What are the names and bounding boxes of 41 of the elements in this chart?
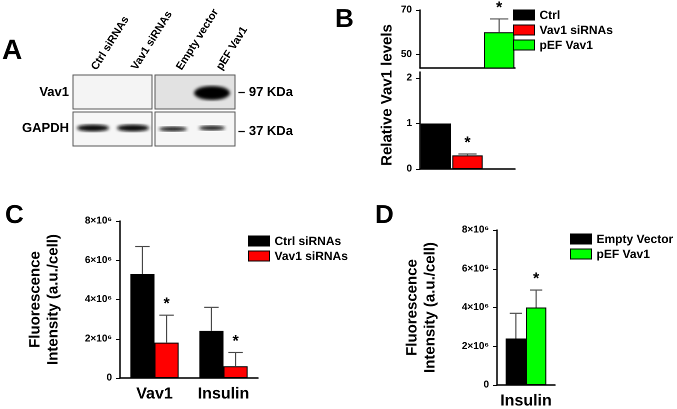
y-tick-label: 0 [483,380,490,390]
chart-title: C [5,199,24,229]
x-tick-label: Vav1 [136,386,173,402]
y-tick-label: 0 [406,164,412,174]
legend-label: Vav1 siRNAs [274,249,348,263]
y-axis-title: Fluorescence Intensity (a.u./cell) [26,234,62,365]
data-label: * [496,0,504,16]
y-tick-label: 4×10⁶ [84,294,112,305]
y-tick-label: 2×10⁶ [462,340,489,352]
y-tick-label: 8×10⁶ [462,224,489,236]
y-tick-label: 50 [400,49,412,60]
legend-label: pEF Vav1 [540,38,594,52]
text: – 97 KDa [238,84,293,99]
text: Vav1 [39,84,69,99]
y-axis-title: Fluorescence Intensity (a.u./cell) [404,242,438,373]
y-tick-label: 8×10⁶ [84,216,112,226]
data-label: * [464,134,472,152]
text: GAPDH [22,120,69,135]
y-tick-label: 6×10⁶ [462,263,489,274]
legend-label: Vav1 siRNAs [540,23,614,37]
legend-label: Empty Vector [596,232,674,246]
data-label: * [533,270,540,288]
x-tick-label: Insulin [500,392,552,409]
y-tick-label: 2 [406,72,412,84]
y-axis-title: Relative Vav1 levels [378,24,396,166]
y-tick-label: 70 [400,4,412,16]
y-tick-label: 1 [406,118,412,129]
text: – 37 KDa [238,123,293,138]
y-tick-label: 4×10⁶ [462,302,489,313]
legend-label: pEF Vav1 [596,247,650,261]
chart-title: D [375,199,394,229]
y-tick-label: 0 [106,372,112,384]
data-label: * [232,332,240,350]
legend-label: Ctrl [540,8,560,22]
legend-label: Ctrl siRNAs [274,234,342,248]
y-tick-label: 6×10⁶ [84,254,112,266]
data-label: * [163,296,170,313]
y-tick-label: 2×10⁶ [84,333,112,344]
chart-title: B [335,3,354,33]
text: A [2,34,22,66]
x-tick-label: Insulin [198,386,250,402]
